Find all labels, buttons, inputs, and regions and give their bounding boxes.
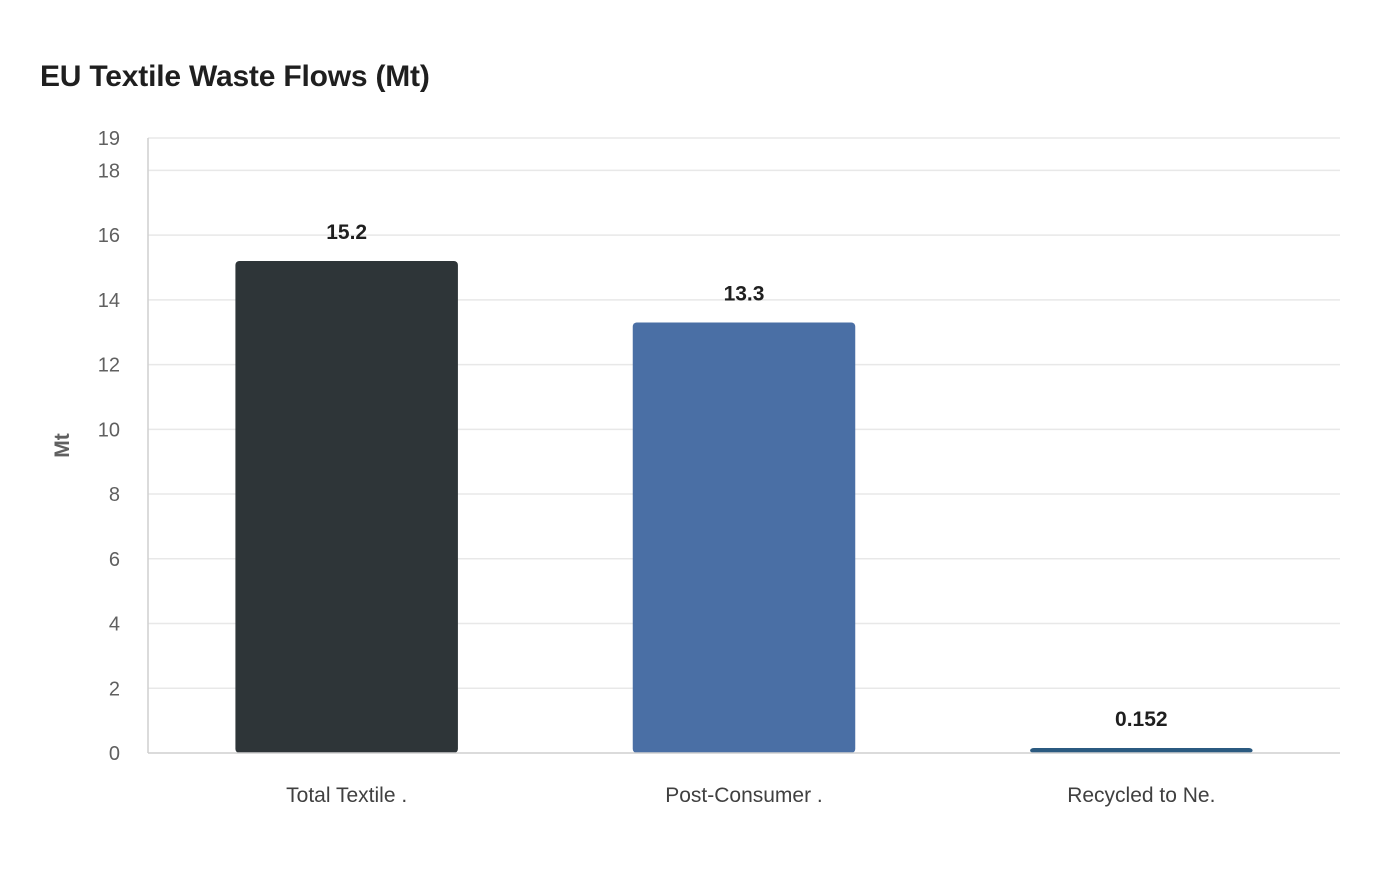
x-tick-label: Total Textile . [286,784,407,807]
y-tick-label: 0 [109,743,120,765]
value-labels: 15.2 13.3 0.152 [326,221,1167,731]
y-tick-label: 19 [98,128,120,150]
value-label: 0.152 [1115,708,1168,731]
value-label: 15.2 [326,221,367,244]
y-axis-title: Mt [51,433,74,458]
x-tick-label: Recycled to Ne. [1067,784,1215,807]
x-tick-label: Post-Consumer . [665,784,823,807]
bar [632,322,856,753]
bars [235,261,1253,753]
y-tick-label: 18 [98,160,120,182]
y-tick-label: 14 [98,290,120,312]
y-tick-label: 6 [109,549,120,571]
value-label: 13.3 [724,283,765,306]
x-axis-labels: Total Textile . Post-Consumer . Recycled t… [286,784,1215,807]
y-tick-label: 2 [109,678,120,700]
y-tick-label: 12 [98,355,120,377]
y-axis-ticks: 0 2 4 6 8 10 12 14 16 18 19 [98,128,120,765]
y-tick-label: 10 [98,419,120,441]
y-tick-label: 4 [109,614,120,636]
chart-title: EU Textile Waste Flows (Mt) [40,60,430,93]
y-tick-label: 16 [98,225,120,247]
bar [1030,748,1253,753]
bar [235,261,458,753]
y-tick-label: 8 [109,484,120,506]
